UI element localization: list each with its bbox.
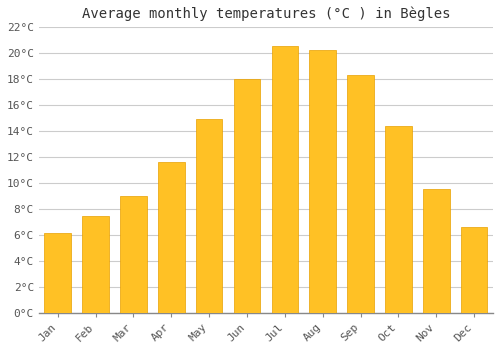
Bar: [196, 119, 222, 313]
Bar: [44, 233, 71, 313]
Bar: [310, 50, 336, 313]
Bar: [234, 79, 260, 313]
Bar: [120, 196, 146, 313]
Bar: [272, 46, 298, 313]
Bar: [158, 162, 184, 313]
Bar: [348, 75, 374, 313]
Bar: [423, 189, 450, 313]
Title: Average monthly temperatures (°C ) in Bègles: Average monthly temperatures (°C ) in Bè…: [82, 7, 450, 21]
Bar: [385, 126, 411, 313]
Bar: [461, 227, 487, 313]
Bar: [82, 217, 109, 313]
